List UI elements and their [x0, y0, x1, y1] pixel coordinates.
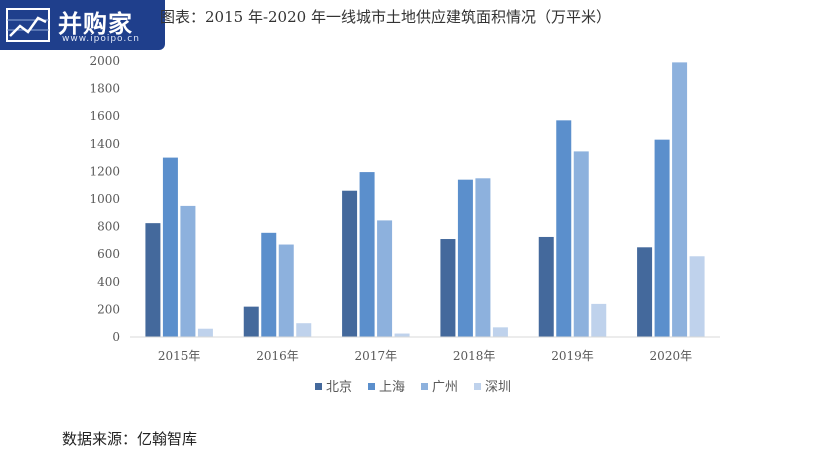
legend-label: 深圳	[485, 380, 511, 395]
chart-logo-icon	[6, 8, 50, 42]
x-tick-label: 2018年	[453, 349, 496, 363]
bar-广州-2017年	[377, 220, 393, 337]
bar-北京-2018年	[440, 239, 456, 337]
bar-广州-2016年	[278, 244, 294, 337]
logo-url: www.ipoipo.cn	[62, 34, 140, 44]
legend-swatch	[315, 383, 322, 390]
bar-上海-2017年	[359, 172, 375, 337]
bar-深圳-2020年	[689, 256, 705, 337]
y-tick-label: 400	[97, 275, 120, 289]
bar-上海-2020年	[654, 139, 670, 337]
y-tick-label: 1200	[89, 164, 120, 178]
bar-上海-2015年	[162, 157, 178, 337]
x-tick-label: 2019年	[551, 349, 594, 363]
data-source: 数据来源：亿翰智库	[62, 430, 198, 448]
bar-北京-2017年	[342, 190, 358, 337]
x-axis: 2015年 2016年 2017年 2018年 2019年 2020年	[158, 349, 692, 363]
bar-chart: 图表：2015 年-2020 年一线城市土地供应建筑面积情况（万平米） 0 200…	[89, 8, 720, 395]
y-tick-label: 1000	[89, 192, 120, 206]
legend-swatch	[474, 383, 481, 390]
y-tick-label: 1600	[89, 109, 120, 123]
legend-label: 广州	[432, 380, 458, 395]
bar-北京-2020年	[637, 247, 653, 337]
y-tick-label: 200	[97, 302, 120, 316]
y-tick-label: 1800	[89, 82, 120, 96]
bar-深圳-2019年	[591, 303, 607, 337]
bar-北京-2016年	[243, 306, 259, 337]
y-tick-label: 800	[97, 220, 120, 234]
x-tick-label: 2017年	[355, 349, 398, 363]
bar-深圳-2015年	[197, 328, 213, 337]
bar-上海-2018年	[457, 179, 473, 337]
legend-swatch	[421, 383, 428, 390]
bar-深圳-2017年	[394, 333, 410, 337]
x-tick-label: 2020年	[650, 349, 693, 363]
y-tick-label: 1400	[89, 137, 120, 151]
y-tick-label: 600	[97, 247, 120, 261]
y-tick-label: 0	[112, 330, 120, 344]
legend: 北京 上海 广州 深圳	[315, 380, 511, 395]
bar-广州-2019年	[573, 151, 589, 337]
chart-title: 图表：2015 年-2020 年一线城市土地供应建筑面积情况（万平米）	[160, 8, 611, 26]
y-tick-label: 2000	[89, 54, 120, 68]
logo-name: 并购家	[58, 10, 133, 38]
bar-深圳-2016年	[296, 323, 312, 337]
bar-上海-2019年	[556, 120, 572, 337]
bar-广州-2018年	[475, 178, 491, 337]
bar-广州-2020年	[672, 62, 688, 337]
legend-swatch	[368, 383, 375, 390]
bar-北京-2019年	[538, 236, 554, 337]
logo: 并购家 www.ipoipo.cn	[0, 0, 165, 50]
legend-label: 北京	[326, 380, 352, 395]
bars	[145, 62, 705, 337]
bar-北京-2015年	[145, 223, 161, 337]
x-tick-label: 2016年	[256, 349, 299, 363]
bar-深圳-2018年	[492, 327, 508, 337]
bar-广州-2015年	[180, 205, 196, 337]
x-tick-label: 2015年	[158, 349, 201, 363]
legend-label: 上海	[379, 380, 405, 395]
y-axis: 0 200 400 600 800 1000 1200 1400 1600 1800 2000	[89, 54, 120, 344]
bar-上海-2016年	[261, 232, 277, 337]
